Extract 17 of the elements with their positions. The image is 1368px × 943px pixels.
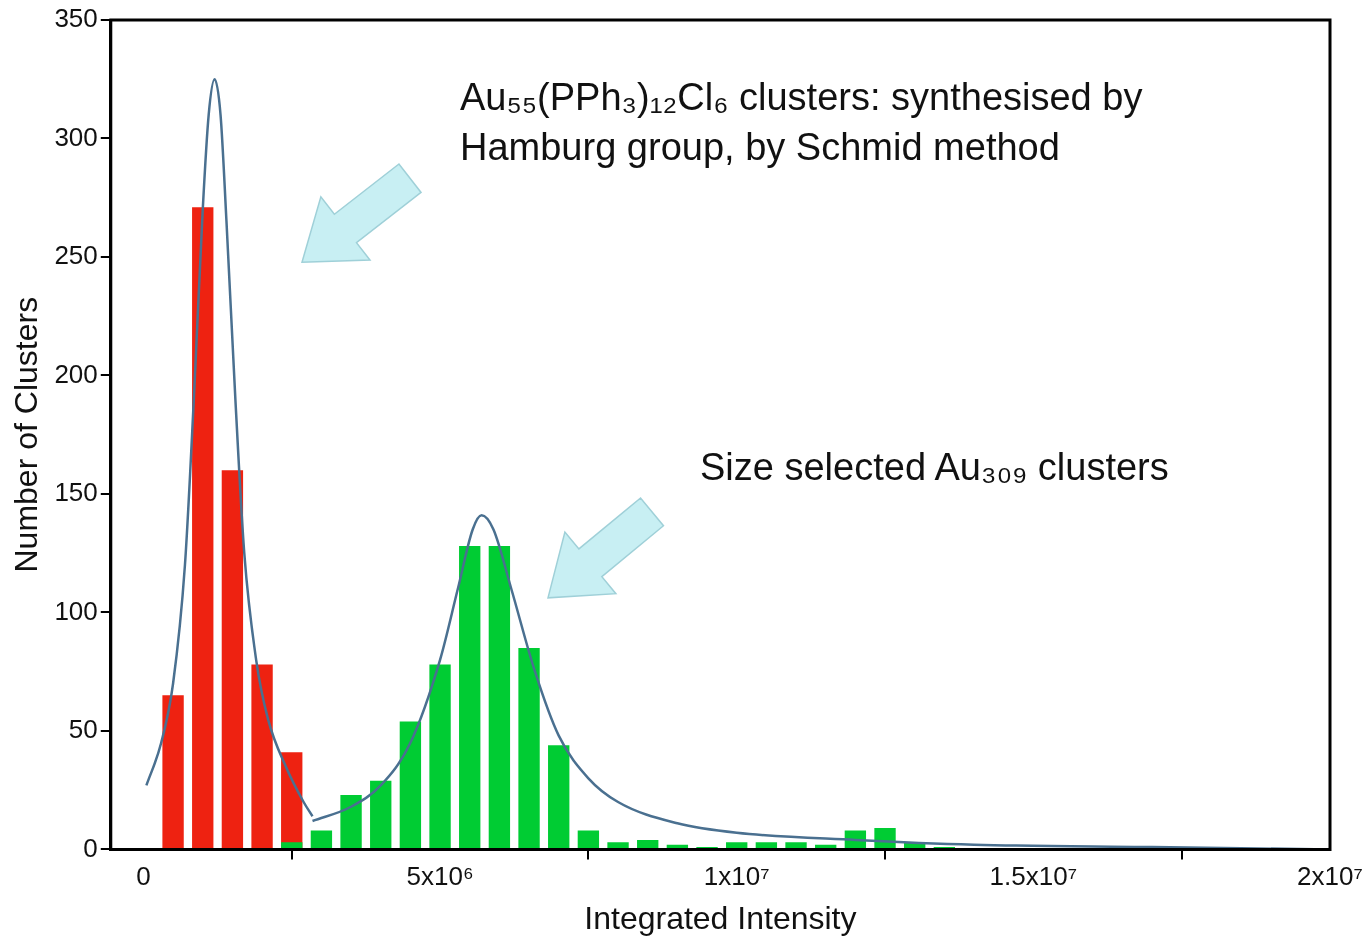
y-tick-label: 0 xyxy=(83,832,98,863)
y-tick-label: 200 xyxy=(54,358,98,389)
x-tick-label: 0 xyxy=(136,861,151,892)
y-tick-label: 150 xyxy=(54,477,98,508)
annotation: Au₅₅(PPh₃)₁₂Cl₆ clusters: synthesised by Hamburg group, by Schmid method xyxy=(460,75,1144,170)
y-tick-label: 250 xyxy=(54,240,98,271)
x-tick-label: 2x10⁷ xyxy=(1297,861,1363,892)
x-axis-title: Integrated Intensity xyxy=(584,899,857,936)
x-tick-label: 5x10⁶ xyxy=(406,861,474,892)
y-tick-label: 300 xyxy=(54,121,98,152)
x-tick-label: 1x10⁷ xyxy=(703,861,770,892)
x-tick-label: 1.5x10⁷ xyxy=(989,861,1078,892)
y-axis-title: Number of Clusters xyxy=(8,296,45,573)
y-tick-label: 100 xyxy=(54,595,98,626)
y-tick-label: 350 xyxy=(54,3,98,34)
y-tick-label: 50 xyxy=(68,714,98,745)
annotation: Size selected Au₃₀₉ clusters xyxy=(700,445,1170,490)
